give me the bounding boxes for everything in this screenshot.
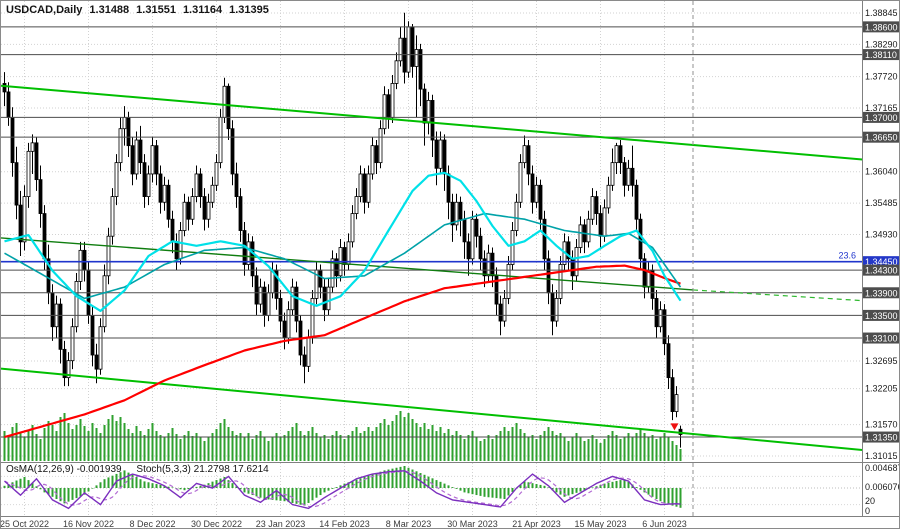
y-axis-price-label[interactable]: 1.32205	[865, 384, 898, 394]
mid-ma-line-teal	[4, 212, 682, 300]
price-tag-box[interactable]	[863, 256, 900, 268]
y-axis-price-label[interactable]: 1.31570	[865, 420, 898, 430]
y-axis-price-label[interactable]: 1.38845	[865, 8, 898, 18]
price-tag-label: 1.38600	[865, 22, 898, 32]
indicator-scale-label[interactable]: 0.006076	[865, 482, 900, 492]
sell-arrow-marker[interactable]	[670, 423, 679, 431]
chart-title: USDCAD,Daily 1.31488 1.31551 1.31164 1.31395	[6, 4, 276, 16]
fast-ma-line-cyan	[4, 171, 682, 312]
price-tag-label: 1.33500	[865, 311, 898, 321]
y-axis-price-label[interactable]: 1.32695	[865, 356, 898, 366]
price-tag-box[interactable]	[863, 49, 900, 61]
indicator-scale-label[interactable]: 0.004687	[865, 463, 900, 473]
x-axis-date-label[interactable]: 23 Jan 2023	[256, 519, 306, 529]
fib-236-label: 23.6	[838, 251, 856, 261]
x-axis-date-label[interactable]: 6 Jun 2023	[642, 519, 687, 529]
price-tag-box[interactable]	[863, 332, 900, 344]
indicator-scale-label[interactable]: 0	[865, 506, 870, 516]
trend-line[interactable]	[1, 367, 899, 455]
price-tag-label: 1.38110	[865, 50, 897, 60]
x-axis-date-label[interactable]: 25 Oct 2022	[1, 519, 49, 529]
price-tag-box[interactable]	[863, 309, 900, 321]
volume-histogram-layer	[3, 411, 682, 461]
price-tag-box[interactable]	[863, 287, 900, 299]
indicator-labels: OsMA(12,26,9) -0.001939 Stoch(5,3,3) 21.…	[6, 464, 281, 475]
quote-close: 1.31395	[229, 4, 269, 16]
quote-low: 1.31164	[182, 4, 223, 16]
y-axis-price-label[interactable]: 1.35485	[865, 198, 898, 208]
y-axis-price-label[interactable]: 1.37165	[865, 103, 898, 113]
price-tag-label: 1.33900	[865, 288, 898, 298]
y-axis-price-label[interactable]: 1.31015	[865, 451, 898, 461]
x-axis-date-label[interactable]: 15 May 2023	[574, 519, 626, 529]
price-tag-label: 1.37000	[865, 113, 898, 123]
price-tag-box[interactable]	[863, 264, 900, 276]
price-tag-box[interactable]	[863, 131, 900, 143]
y-axis-price-label[interactable]: 1.38290	[865, 39, 898, 49]
x-axis-date-label[interactable]: 16 Nov 2022	[63, 519, 114, 529]
price-tag-label: 1.34300	[865, 266, 898, 276]
quote-high: 1.31551	[136, 4, 176, 16]
indicator-pane-layer	[1, 466, 862, 510]
price-tag-box[interactable]	[863, 21, 900, 33]
price-tag-label: 1.33100	[865, 334, 898, 344]
y-axis-price-label[interactable]: 1.37720	[865, 72, 898, 82]
price-tag-label: 1.31350	[865, 433, 898, 443]
y-axis-price-label[interactable]: 1.36040	[865, 167, 898, 177]
stochastic-signal-line	[4, 470, 681, 508]
x-axis-date-label[interactable]: 8 Dec 2022	[129, 519, 175, 529]
quote-open: 1.31488	[89, 4, 130, 16]
y-axis-price-label[interactable]: 1.34930	[865, 230, 898, 240]
osma-indicator-label: OsMA(12,26,9) -0.001939	[6, 464, 122, 475]
trend-line[interactable]	[1, 237, 694, 291]
stoch-indicator-label: Stoch(5,3,3) 21.2798 17.6214	[136, 464, 269, 475]
price-tag-label: 1.36650	[865, 133, 898, 143]
stochastic-main-line	[4, 470, 681, 510]
price-tag-box[interactable]	[863, 111, 900, 123]
slow-ma-line-red	[4, 264, 681, 439]
x-axis-date-label[interactable]: 30 Dec 2022	[191, 519, 242, 529]
indicator-scale-label[interactable]: 20	[865, 496, 875, 506]
trend-line[interactable]	[1, 84, 899, 164]
x-axis-date-label[interactable]: 8 Mar 2023	[386, 519, 432, 529]
symbol-timeframe-label: USDCAD,Daily	[6, 4, 83, 16]
x-axis-date-label[interactable]: 14 Feb 2023	[319, 519, 370, 529]
x-axis-date-label[interactable]: 21 Apr 2023	[512, 519, 561, 529]
price-tag-box[interactable]	[863, 431, 900, 443]
price-tag-label: 1.34450	[865, 257, 898, 267]
x-axis-date-label[interactable]: 30 Mar 2023	[447, 519, 498, 529]
